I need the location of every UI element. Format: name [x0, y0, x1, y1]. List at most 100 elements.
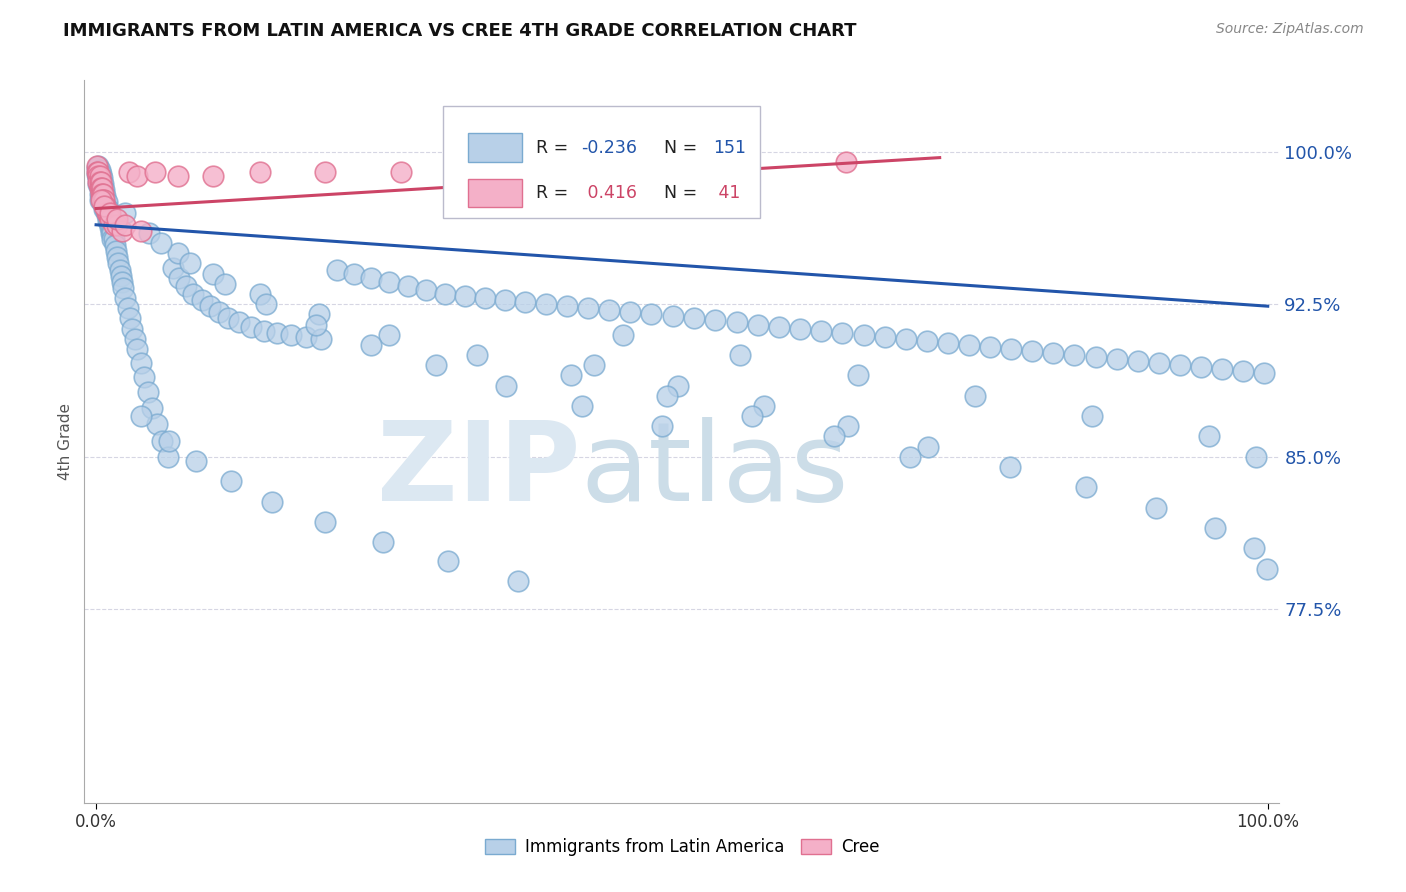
- Point: [917, 440, 939, 454]
- Text: 151: 151: [713, 139, 747, 157]
- Point: [89, 169, 111, 183]
- Point: [360, 270, 382, 285]
- Point: [309, 332, 332, 346]
- Point: [1198, 429, 1220, 443]
- Point: [415, 283, 437, 297]
- Point: [87, 159, 110, 173]
- Point: [789, 321, 811, 335]
- Point: [97, 205, 120, 219]
- Point: [873, 329, 896, 343]
- Point: [90, 179, 112, 194]
- Point: [93, 199, 115, 213]
- Point: [98, 208, 120, 222]
- Point: [378, 275, 401, 289]
- Point: [110, 268, 132, 283]
- Point: [202, 267, 225, 281]
- Point: [1084, 350, 1107, 364]
- Point: [94, 189, 117, 203]
- Point: [506, 574, 529, 588]
- Point: [91, 194, 114, 208]
- Point: [725, 316, 748, 330]
- Point: [936, 335, 959, 350]
- Point: [495, 378, 517, 392]
- Point: [90, 173, 112, 187]
- Point: [96, 202, 118, 216]
- Point: [89, 187, 111, 202]
- Point: [1126, 354, 1149, 368]
- Point: [87, 165, 110, 179]
- Point: [1105, 352, 1128, 367]
- Point: [101, 232, 124, 246]
- Point: [308, 307, 330, 321]
- Point: [915, 334, 938, 348]
- Point: [494, 293, 516, 307]
- Text: ZIP: ZIP: [377, 417, 581, 524]
- Point: [1204, 521, 1226, 535]
- Point: [94, 199, 117, 213]
- Point: [169, 270, 191, 285]
- Point: [146, 417, 169, 432]
- Point: [167, 246, 190, 260]
- Point: [436, 553, 458, 567]
- Point: [1168, 358, 1191, 372]
- Point: [108, 262, 131, 277]
- Point: [396, 278, 419, 293]
- Point: [239, 319, 262, 334]
- Point: [105, 251, 128, 265]
- Point: [434, 287, 457, 301]
- Point: [129, 224, 152, 238]
- Point: [831, 326, 853, 340]
- Point: [598, 303, 620, 318]
- Point: [97, 208, 120, 222]
- Point: [534, 297, 557, 311]
- Point: [682, 311, 704, 326]
- Point: [314, 165, 336, 179]
- Point: [1000, 342, 1022, 356]
- Point: [87, 169, 110, 183]
- Point: [894, 332, 917, 346]
- Point: [661, 310, 683, 324]
- Point: [90, 171, 114, 186]
- Point: [1076, 480, 1098, 494]
- Point: [105, 218, 128, 232]
- Point: [174, 278, 197, 293]
- Point: [100, 226, 122, 240]
- Point: [93, 194, 115, 208]
- Point: [138, 226, 160, 240]
- Point: [576, 301, 599, 316]
- Point: [360, 338, 382, 352]
- Point: [612, 327, 634, 342]
- Point: [1243, 541, 1265, 556]
- Text: R =: R =: [536, 184, 574, 202]
- Point: [91, 189, 114, 203]
- Point: [87, 165, 110, 179]
- Point: [97, 202, 120, 216]
- Point: [98, 213, 120, 227]
- Point: [343, 267, 366, 281]
- Point: [957, 338, 980, 352]
- Point: [87, 171, 110, 186]
- Point: [589, 159, 612, 173]
- Point: [260, 494, 283, 508]
- Point: [93, 189, 115, 203]
- Point: [94, 195, 117, 210]
- Point: [706, 159, 728, 173]
- Point: [583, 358, 606, 372]
- Point: [190, 293, 212, 307]
- Point: [120, 311, 141, 326]
- Point: [149, 236, 172, 251]
- Point: [900, 450, 922, 464]
- Point: [89, 194, 111, 208]
- Point: [1211, 362, 1233, 376]
- Point: [1063, 348, 1085, 362]
- Point: [104, 238, 127, 252]
- Point: [87, 177, 110, 191]
- Point: [747, 318, 769, 332]
- Point: [846, 368, 869, 383]
- Legend: Immigrants from Latin America, Cree: Immigrants from Latin America, Cree: [478, 831, 886, 863]
- Text: Source: ZipAtlas.com: Source: ZipAtlas.com: [1216, 22, 1364, 37]
- Point: [93, 202, 115, 216]
- Point: [129, 409, 152, 423]
- Point: [1147, 356, 1170, 370]
- Text: -0.236: -0.236: [582, 139, 637, 157]
